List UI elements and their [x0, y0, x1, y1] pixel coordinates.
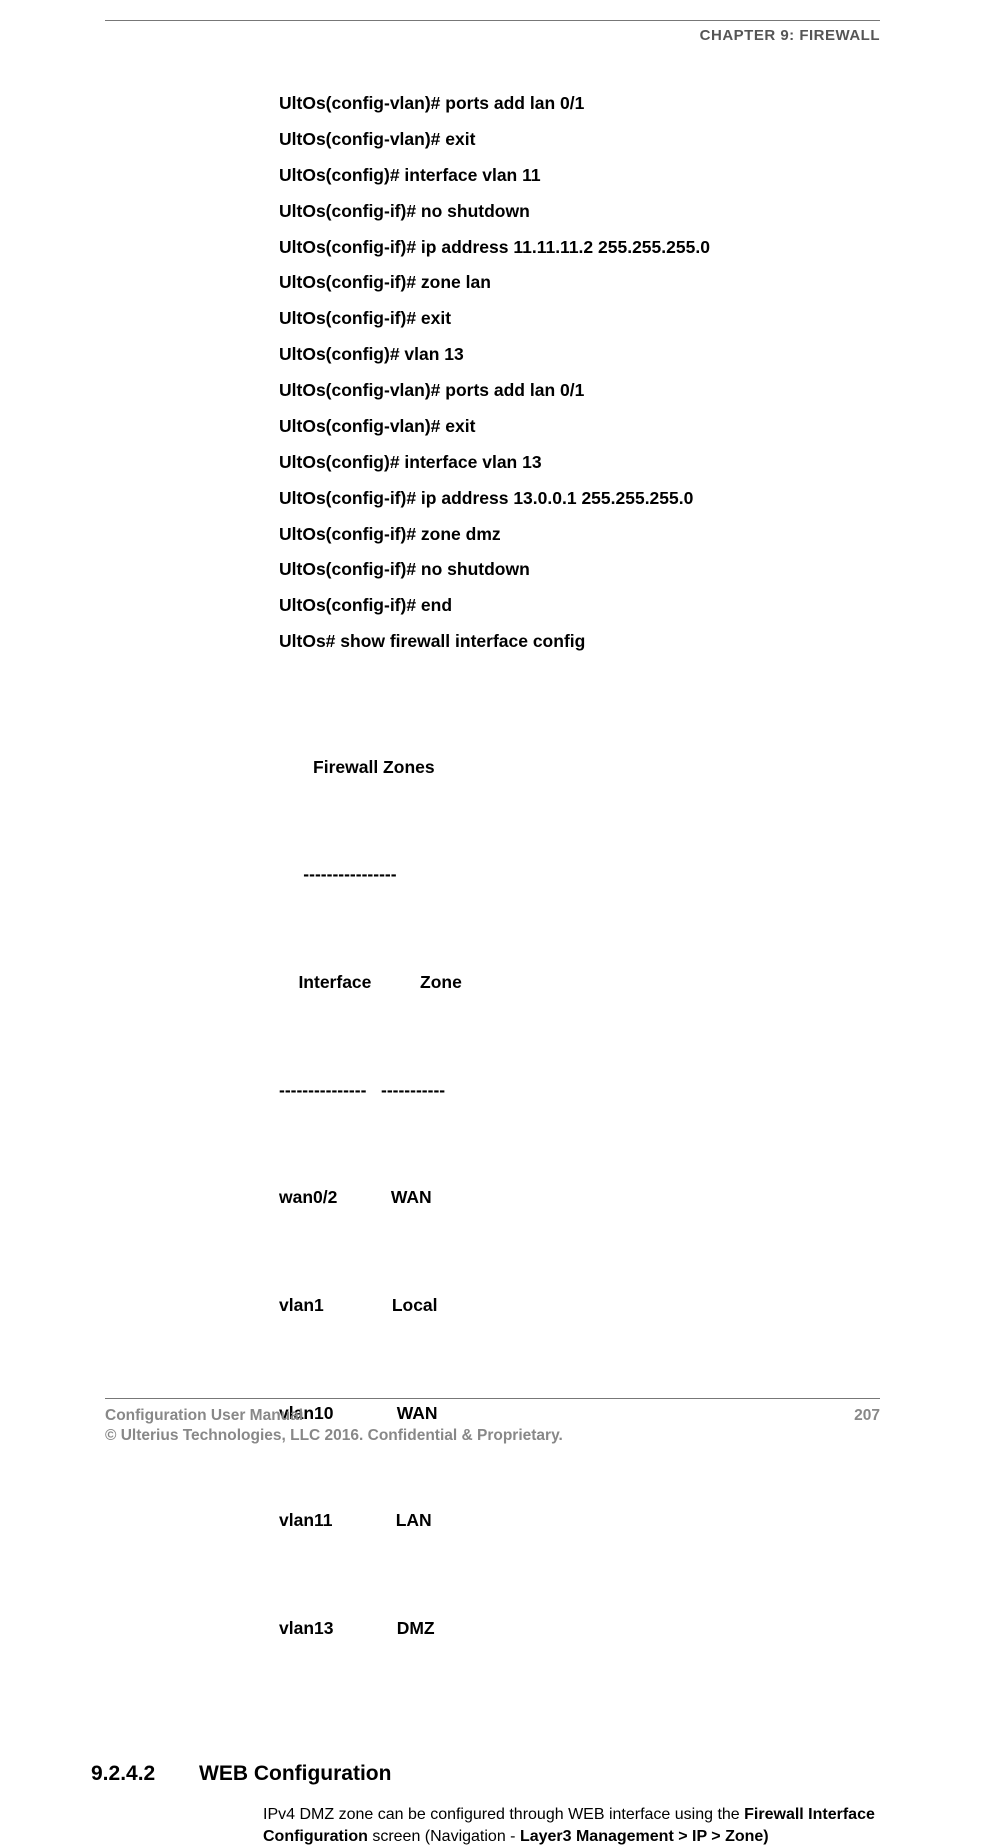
footer-copyright: © Ulterius Technologies, LLC 2016. Confi…: [105, 1427, 880, 1445]
cli-line: UltOs(config-if)# exit: [279, 301, 880, 337]
cli-line: UltOs(config-if)# zone dmz: [279, 517, 880, 553]
cli-command-block: UltOs(config-vlan)# ports add lan 0/1 Ul…: [279, 86, 880, 660]
cli-line: UltOs(config)# interface vlan 13: [279, 445, 880, 481]
para-bold: Layer3 Management > IP > Zone): [520, 1828, 769, 1845]
output-title: Firewall Zones: [279, 750, 880, 786]
output-rule: ----------------: [279, 857, 880, 893]
cli-line: UltOs(config)# vlan 13: [279, 337, 880, 373]
output-column-header: Interface Zone: [279, 965, 880, 1001]
output-rule: --------------- -----------: [279, 1073, 880, 1109]
section-title: WEB Configuration: [199, 1762, 391, 1786]
cli-line: UltOs(config-if)# zone lan: [279, 265, 880, 301]
cli-line: UltOs(config)# interface vlan 11: [279, 158, 880, 194]
header-rule: [105, 20, 880, 21]
footer-rule: [105, 1398, 880, 1399]
output-row: vlan11 LAN: [279, 1503, 880, 1539]
section-heading: 9.2.4.2 WEB Configuration: [91, 1762, 880, 1786]
section-number: 9.2.4.2: [91, 1762, 199, 1786]
cli-line: UltOs(config-if)# end: [279, 588, 880, 624]
cli-line: UltOs(config-vlan)# ports add lan 0/1: [279, 373, 880, 409]
output-row: vlan13 DMZ: [279, 1611, 880, 1647]
para-text: screen (Navigation -: [368, 1828, 520, 1845]
body-paragraph: IPv4 DMZ zone can be configured through …: [263, 1804, 880, 1847]
cli-line: UltOs(config-if)# no shutdown: [279, 552, 880, 588]
document-page: CHAPTER 9: FIREWALL UltOs(config-vlan)# …: [0, 0, 985, 1495]
cli-line: UltOs(config-vlan)# ports add lan 0/1: [279, 86, 880, 122]
footer-manual-title: Configuration User Manual: [105, 1407, 303, 1425]
footer-page-number: 207: [854, 1407, 880, 1425]
cli-output-block: Firewall Zones ---------------- Interfac…: [279, 678, 880, 1718]
cli-line: UltOs(config-if)# ip address 11.11.11.2 …: [279, 230, 880, 266]
chapter-header: CHAPTER 9: FIREWALL: [105, 27, 880, 44]
cli-line: UltOs(config-vlan)# exit: [279, 122, 880, 158]
page-footer: Configuration User Manual 207 © Ulterius…: [105, 1398, 880, 1445]
cli-line: UltOs(config-if)# no shutdown: [279, 194, 880, 230]
cli-line: UltOs(config-vlan)# exit: [279, 409, 880, 445]
output-row: wan0/2 WAN: [279, 1180, 880, 1216]
para-text: IPv4 DMZ zone can be configured through …: [263, 1806, 744, 1823]
output-row: vlan1 Local: [279, 1288, 880, 1324]
cli-line: UltOs(config-if)# ip address 13.0.0.1 25…: [279, 481, 880, 517]
cli-line: UltOs# show firewall interface config: [279, 624, 880, 660]
